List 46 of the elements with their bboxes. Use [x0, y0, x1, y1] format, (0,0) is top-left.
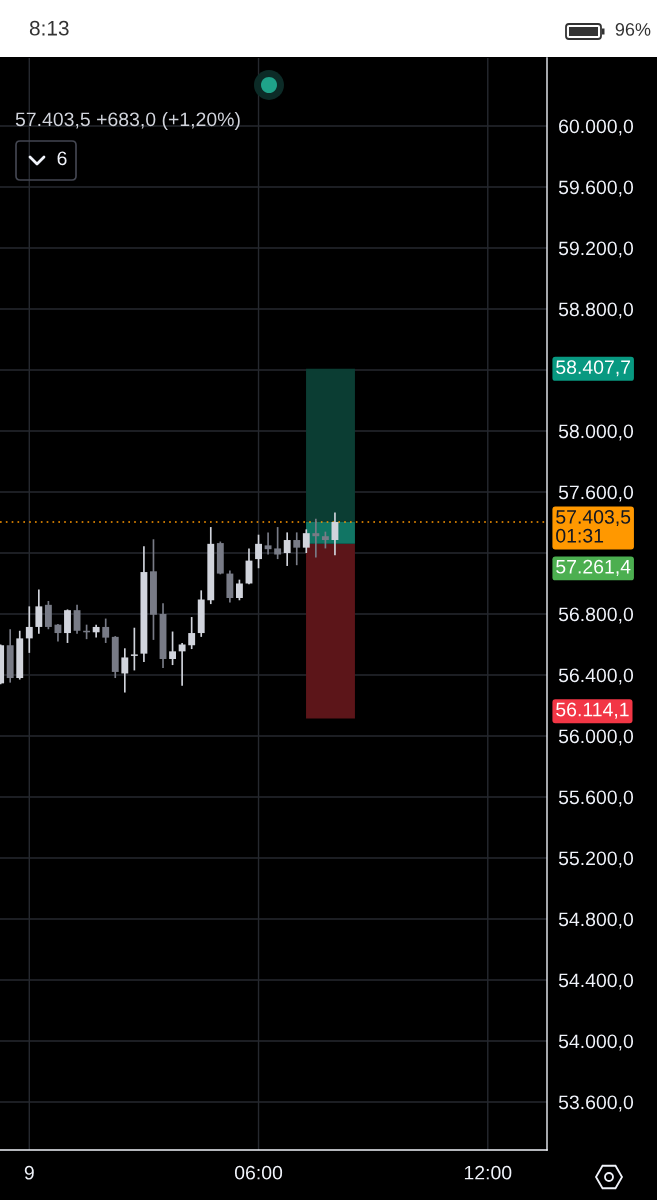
y-tick-label: 60.000,0	[559, 119, 634, 136]
text: 8:13	[29, 20, 69, 36]
ref-line-label: 57.403,5 01:31	[556, 510, 631, 543]
candlestick	[293, 531, 301, 567]
y-tick-label: 58.000,0	[558, 424, 634, 441]
candlestick	[102, 617, 110, 644]
candlestick	[25, 605, 33, 654]
text: 56.114,1	[556, 702, 629, 719]
y-tick-label: 56.800,0	[558, 607, 634, 624]
y-tick-label: 55.200,0	[558, 851, 634, 868]
candlestick	[64, 608, 71, 644]
y-tick-label: 54.000,0	[558, 1034, 634, 1051]
y-tick-label: 58.800,0	[558, 302, 634, 319]
candlestick	[302, 528, 310, 554]
candlestick	[274, 526, 282, 560]
y-tick-label: 56.400,0	[558, 668, 634, 685]
text: 57.261,4	[556, 559, 631, 576]
annotation: 6	[57, 151, 67, 166]
candlestick	[188, 616, 196, 650]
y-tick-label: 56.000,0	[558, 729, 634, 746]
y-tick-label: 59.600,0	[558, 180, 634, 197]
candlestick	[235, 578, 243, 602]
y-tick-label: 54.800,0	[558, 912, 634, 929]
candlestick	[121, 647, 129, 694]
candlestick	[264, 531, 272, 556]
candlestick	[169, 630, 177, 666]
candlestick	[130, 626, 138, 672]
y-tick-label: 59.200,0	[558, 241, 634, 258]
text: 96%	[615, 23, 651, 36]
x-tick-label: 9	[24, 1165, 34, 1180]
x-tick-label: 12:00	[464, 1165, 512, 1180]
candlestick	[35, 588, 43, 635]
y-tick-label: 53.600,0	[558, 1095, 634, 1112]
candlestick	[178, 642, 186, 687]
candlestick	[255, 533, 262, 570]
bar	[306, 368, 355, 522]
x-tick-label: 06:00	[234, 1165, 283, 1180]
y-tick-label: 54.400,0	[558, 973, 634, 990]
text: 57.403,5 +683,0 (+1,20%)	[15, 111, 240, 131]
candlestick	[283, 531, 291, 567]
text: 58.407,7	[556, 360, 631, 377]
candlestick	[312, 517, 320, 559]
y-tick-label: 57.600,0	[558, 485, 634, 502]
y-tick-label: 55.600,0	[558, 790, 634, 807]
bar	[306, 543, 355, 719]
candlestick	[44, 600, 52, 631]
